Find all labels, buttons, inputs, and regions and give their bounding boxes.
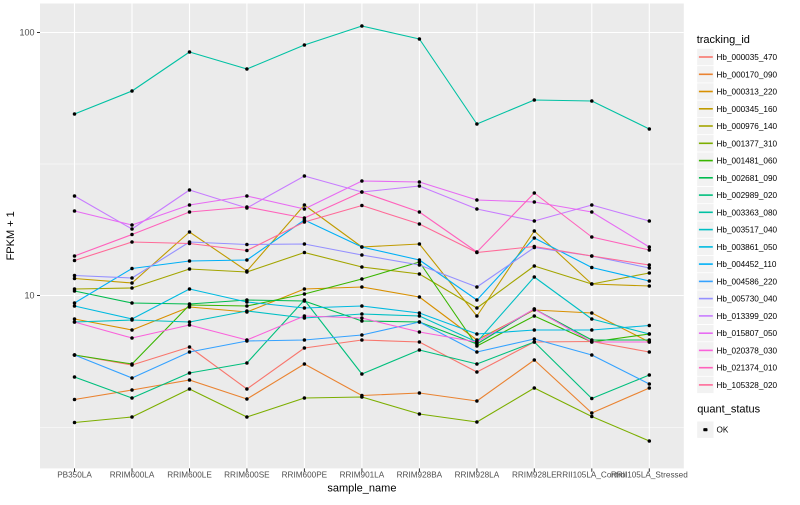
svg-text:RRIM600LA: RRIM600LA [110, 471, 155, 480]
svg-text:Hb_013399_020: Hb_013399_020 [717, 312, 778, 321]
svg-text:RRIM600PE: RRIM600PE [282, 471, 328, 480]
svg-text:RRIM928LA: RRIM928LA [455, 471, 500, 480]
svg-text:RRIM901LA: RRIM901LA [340, 471, 385, 480]
svg-text:Hb_001377_310: Hb_001377_310 [717, 139, 778, 148]
svg-text:RRIM928LE: RRIM928LE [512, 471, 557, 480]
svg-text:Hb_000345_160: Hb_000345_160 [717, 105, 778, 114]
svg-text:Hb_004586_220: Hb_004586_220 [717, 277, 778, 286]
svg-text:Hb_015807_050: Hb_015807_050 [717, 329, 778, 338]
svg-text:tracking_id: tracking_id [697, 34, 750, 46]
svg-text:Hb_002989_020: Hb_002989_020 [717, 191, 778, 200]
svg-text:quant_status: quant_status [697, 403, 760, 415]
svg-text:Hb_005730_040: Hb_005730_040 [717, 295, 778, 304]
svg-text:100: 100 [19, 28, 34, 38]
svg-text:RRII105LA_Stressed: RRII105LA_Stressed [611, 471, 688, 480]
svg-text:10: 10 [24, 291, 34, 301]
svg-text:Hb_000976_140: Hb_000976_140 [717, 122, 778, 131]
svg-text:Hb_021374_010: Hb_021374_010 [717, 364, 778, 373]
svg-text:Hb_020378_030: Hb_020378_030 [717, 346, 778, 355]
svg-text:FPKM + 1: FPKM + 1 [5, 211, 17, 260]
svg-text:Hb_004452_110: Hb_004452_110 [717, 260, 777, 269]
svg-text:Hb_000313_220: Hb_000313_220 [717, 88, 778, 97]
svg-text:Hb_003861_050: Hb_003861_050 [717, 243, 778, 252]
svg-text:sample_name: sample_name [327, 483, 396, 495]
svg-text:Hb_001481_060: Hb_001481_060 [717, 157, 778, 166]
svg-text:Hb_000035_470: Hb_000035_470 [717, 53, 778, 62]
svg-text:Hb_105328_020: Hb_105328_020 [717, 381, 778, 390]
svg-text:Hb_003363_080: Hb_003363_080 [717, 208, 778, 217]
svg-text:Hb_003517_040: Hb_003517_040 [717, 226, 778, 235]
svg-text:OK: OK [717, 426, 729, 435]
svg-text:RRIM600LE: RRIM600LE [167, 471, 212, 480]
svg-text:RRII105LA_Control: RRII105LA_Control [556, 471, 627, 480]
svg-text:Hb_002681_090: Hb_002681_090 [717, 174, 778, 183]
svg-text:Hb_000170_090: Hb_000170_090 [717, 70, 778, 79]
svg-text:PB350LA: PB350LA [57, 471, 92, 480]
svg-text:RRIM928BA: RRIM928BA [397, 471, 443, 480]
svg-text:RRIM600SE: RRIM600SE [224, 471, 270, 480]
